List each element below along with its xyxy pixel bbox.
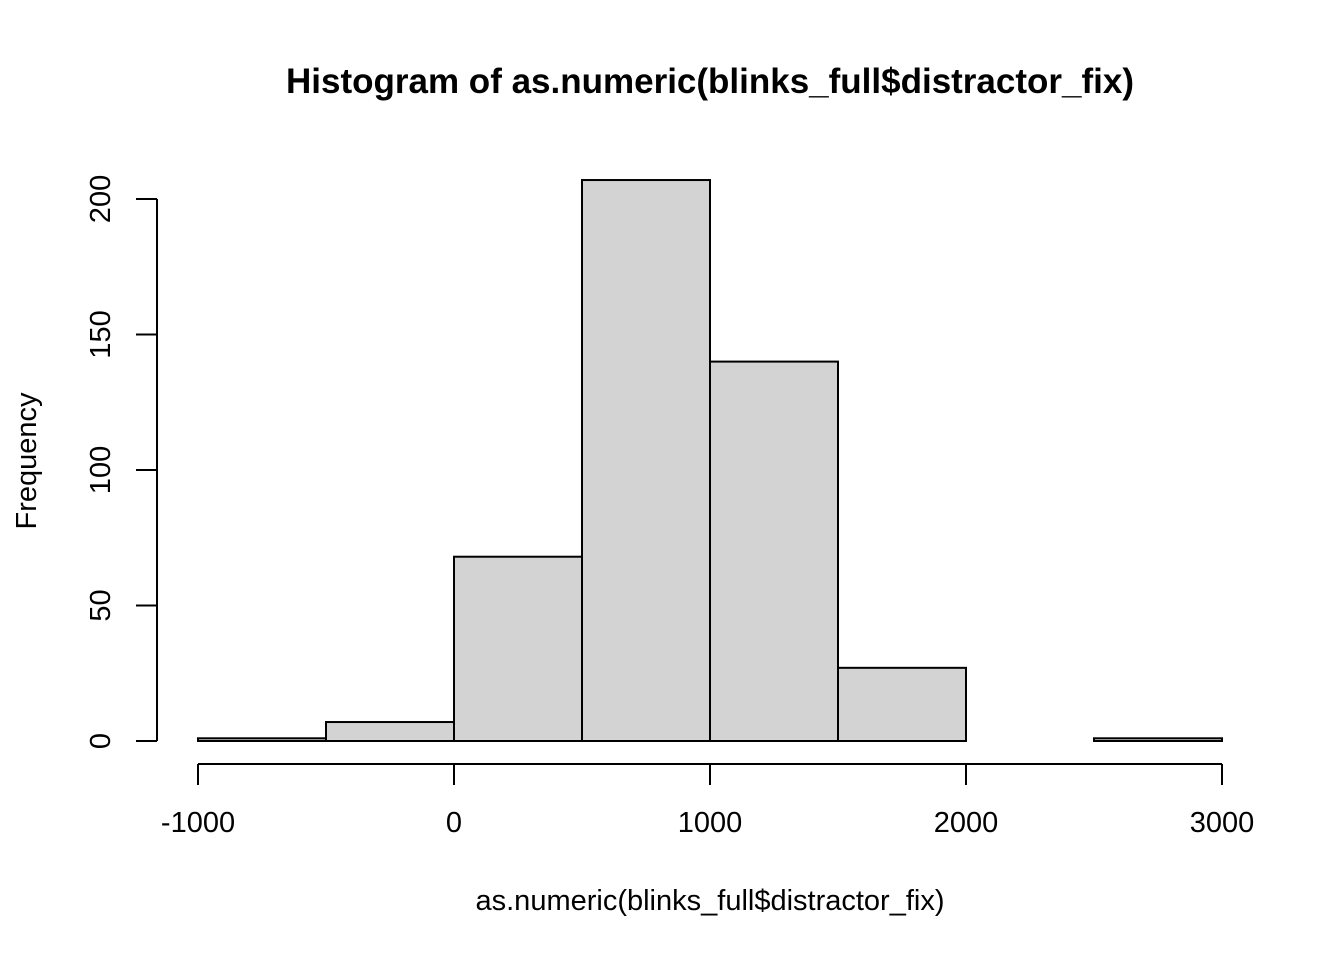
x-axis: -1000 0 1000 2000 3000 <box>161 763 1255 839</box>
y-axis: 0 50 100 150 200 <box>85 175 158 749</box>
y-tick-label-2: 100 <box>85 446 117 494</box>
chart-title: Histogram of as.numeric(blinks_full$dist… <box>286 62 1134 101</box>
bars-group <box>197 179 1223 743</box>
histogram-bar-5 <box>837 666 967 743</box>
histogram-bar-3 <box>581 179 711 742</box>
y-axis-label: Frequency <box>11 392 43 530</box>
y-tick-label-3: 150 <box>85 310 117 358</box>
x-tick-label-2: 1000 <box>678 807 743 839</box>
x-tick-label-3: 2000 <box>934 807 999 839</box>
x-tick-label-4: 3000 <box>1190 807 1255 839</box>
histogram-bar-2 <box>453 555 583 742</box>
histogram-bar-1 <box>325 721 455 743</box>
y-tick-label-4: 200 <box>85 175 117 223</box>
x-tick-label-0: -1000 <box>161 807 235 839</box>
x-tick-label-1: 0 <box>446 807 462 839</box>
x-axis-label: as.numeric(blinks_full$distractor_fix) <box>476 885 945 917</box>
y-tick-label-0: 0 <box>85 733 117 749</box>
histogram-bar-0 <box>197 737 327 742</box>
y-tick-label-1: 50 <box>85 589 117 621</box>
histogram-bar-4 <box>709 360 839 742</box>
histogram-bar-7 <box>1093 737 1223 742</box>
